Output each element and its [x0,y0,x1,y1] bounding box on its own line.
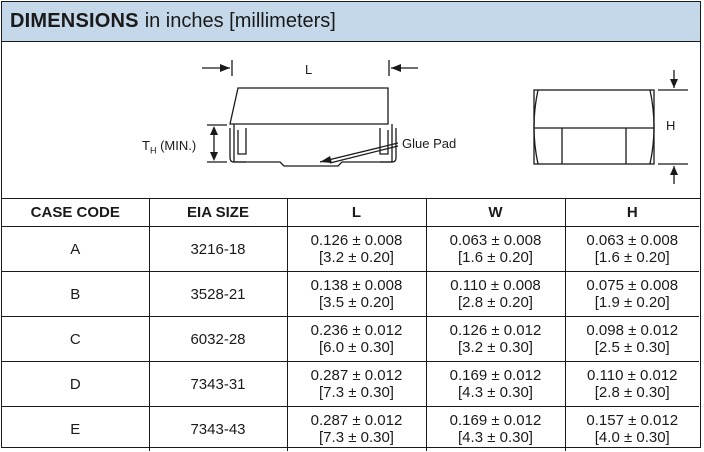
side-view-lower [233,124,393,167]
h-inch: 0.075 ± 0.008 [586,277,679,294]
l-cell: 0.287 ± 0.012 [7.3 ± 0.30] [287,361,427,407]
header-eia-size: EIA SIZE [149,199,288,227]
w-mm: [3.2 ± 0.30] [458,339,533,356]
l-mm: [6.0 ± 0.30] [319,339,394,356]
w-cell: 0.063 ± 0.008 [1.6 ± 0.20] [426,226,566,272]
label-th-main: T [142,138,150,153]
l-inch: 0.126 ± 0.008 [310,232,403,249]
w-cell: 0.169 ± 0.012 [4.3 ± 0.30] [426,406,566,451]
th-arrow-top [210,126,218,135]
l-mm: [7.3 ± 0.30] [319,429,394,446]
case-code-cell: E [2,406,150,451]
case-code-cell: B [2,271,150,317]
l-inch: 0.287 ± 0.012 [310,412,403,429]
h-cell: 0.075 ± 0.008 [1.9 ± 0.20] [565,271,699,317]
header-l: L [287,199,427,227]
h-cell: 0.063 ± 0.008 [1.6 ± 0.20] [565,226,699,272]
eia-size-cell: 6032-28 [149,316,288,362]
dimensions-table: CASE CODE EIA SIZE L W H A 3216-18 0.126… [2,199,699,451]
end-view-left-edge [533,89,539,165]
label-th: TH (MIN.) [142,138,196,156]
package-drawing: L TH (MIN.) Glue Pad H [2,42,700,199]
table-row: E 7343-43 0.287 ± 0.012 [7.3 ± 0.30] 0.16… [2,406,699,452]
h-inch: 0.098 ± 0.012 [586,322,679,339]
case-code-cell: D [2,361,150,407]
table-row: D 7343-31 0.287 ± 0.012 [7.3 ± 0.30] 0.16… [2,361,699,407]
h-arrow-bot [670,166,678,175]
left-terminal [229,128,247,163]
w-mm: [1.6 ± 0.20] [458,249,533,266]
label-th-rest: (MIN.) [156,138,197,153]
header-h: H [565,199,699,227]
eia-size-cell: 7343-43 [149,406,288,451]
w-inch: 0.063 ± 0.008 [449,232,542,249]
l-cell: 0.287 ± 0.012 [7.3 ± 0.30] [287,406,427,451]
w-mm: [2.8 ± 0.20] [458,294,533,311]
table-row: A 3216-18 0.126 ± 0.008 [3.2 ± 0.20] 0.06… [2,226,699,272]
l-inch: 0.236 ± 0.012 [310,322,403,339]
h-inch: 0.110 ± 0.012 [586,367,678,384]
h-arrow-top [670,79,678,88]
glue-leader-1 [319,142,399,163]
h-cell: 0.110 ± 0.012 [2.8 ± 0.30] [565,361,699,407]
h-inch: 0.157 ± 0.012 [586,412,679,429]
side-view-body [229,87,389,125]
title-units: in inches [millimeters] [144,10,336,32]
h-mm: [1.6 ± 0.20] [594,249,670,266]
package-drawing-svg [202,60,688,184]
label-th-sub: H [149,145,157,156]
w-inch: 0.169 ± 0.012 [449,412,542,429]
end-view-body [533,89,655,165]
l-mm: [7.3 ± 0.30] [319,384,394,401]
h-cell: 0.098 ± 0.012 [2.5 ± 0.30] [565,316,699,362]
case-code-cell: A [2,226,150,272]
h-mm: [1.9 ± 0.20] [594,294,670,311]
w-cell: 0.110 ± 0.008 [2.8 ± 0.20] [426,271,566,317]
w-mm: [4.3 ± 0.30] [458,429,533,446]
w-inch: 0.126 ± 0.012 [449,322,542,339]
l-cell: 0.126 ± 0.008 [3.2 ± 0.20] [287,226,427,272]
eia-size-cell: 3528-21 [149,271,288,317]
l-arrow-right [391,64,401,72]
w-inch: 0.110 ± 0.008 [450,277,541,294]
case-code-cell: C [2,316,150,362]
w-cell: 0.126 ± 0.012 [3.2 ± 0.30] [426,316,566,362]
header-w: W [426,199,566,227]
th-arrow-bot [210,152,218,161]
glue-leader-2 [329,145,399,164]
l-cell: 0.138 ± 0.008 [3.5 ± 0.20] [287,271,427,317]
l-inch: 0.287 ± 0.012 [310,367,403,384]
label-l: L [305,62,313,77]
l-inch: 0.138 ± 0.008 [310,277,403,294]
panel-title: DIMENSIONS in inches [millimeters] [2,2,700,42]
h-inch: 0.063 ± 0.008 [586,232,679,249]
w-inch: 0.169 ± 0.012 [449,367,542,384]
w-cell: 0.169 ± 0.012 [4.3 ± 0.30] [426,361,566,407]
table-row: B 3528-21 0.138 ± 0.008 [3.5 ± 0.20] 0.11… [2,271,699,317]
l-arrow-left [220,64,230,72]
label-h: H [666,118,676,133]
glue-arrow [320,156,332,163]
h-cell: 0.157 ± 0.012 [4.0 ± 0.30] [565,407,699,452]
label-glue-pad: Glue Pad [402,136,457,151]
eia-size-cell: 7343-31 [149,361,288,407]
l-cell: 0.236 ± 0.012 [6.0 ± 0.30] [287,316,427,362]
w-mm: [4.3 ± 0.30] [458,384,533,401]
h-mm: [2.5 ± 0.30] [594,339,670,356]
title-bold: DIMENSIONS [10,10,139,32]
eia-size-cell: 3216-18 [149,226,288,272]
end-view-right-edge [649,89,655,165]
header-case-code: CASE CODE [2,199,150,227]
table-row: C 6032-28 0.236 ± 0.012 [6.0 ± 0.30] 0.12… [2,316,699,362]
l-mm: [3.5 ± 0.20] [319,294,394,311]
table-header-row: CASE CODE EIA SIZE L W H [2,199,699,227]
h-mm: [2.8 ± 0.30] [594,384,670,401]
h-mm: [4.0 ± 0.30] [594,429,670,446]
l-mm: [3.2 ± 0.20] [319,249,394,266]
right-terminal [379,128,397,163]
